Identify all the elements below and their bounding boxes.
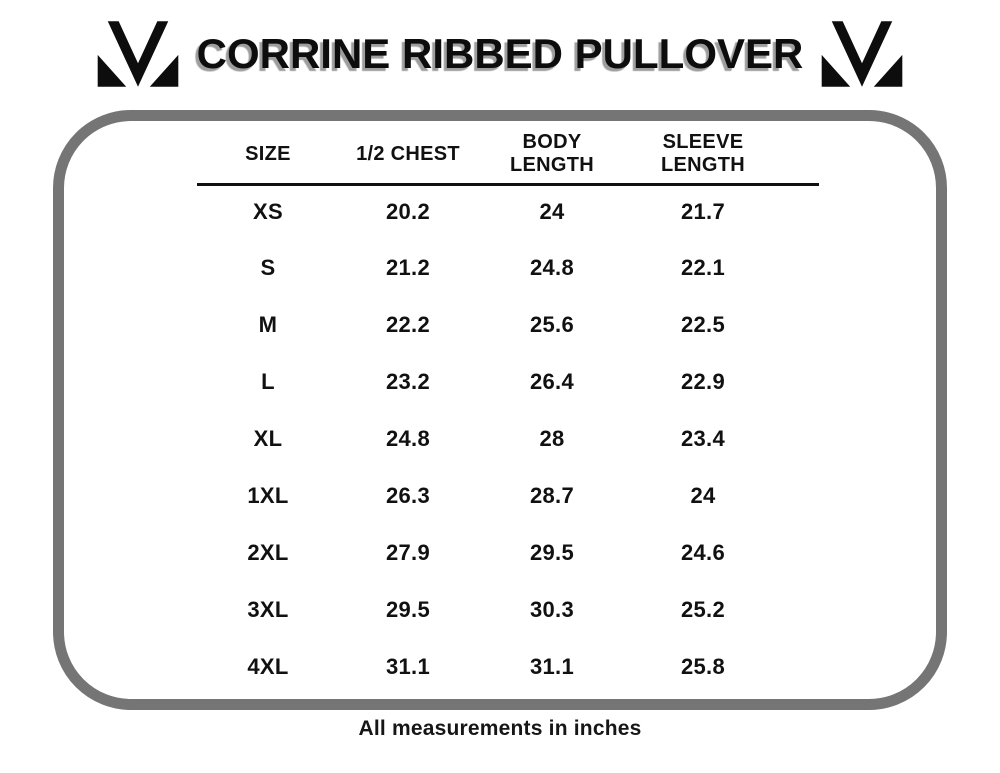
page-title: CORRINE RIBBED PULLOVER xyxy=(196,30,804,77)
table-row: XS 20.2 24 21.7 xyxy=(197,184,819,239)
measurement-cell: 22.5 xyxy=(680,311,726,337)
table-row: 4XL 31.1 31.1 25.8 xyxy=(197,638,819,695)
measurement-cell: 25.6 xyxy=(529,311,575,337)
measurement-cell: 31.1 xyxy=(529,653,575,679)
size-cell: 4XL xyxy=(247,653,289,679)
measurement-cell: 24 xyxy=(690,482,716,508)
column-header: SIZE xyxy=(197,126,339,186)
size-cell: 3XL xyxy=(247,596,289,622)
measurements-note: All measurements in inches xyxy=(358,717,642,740)
size-chart-frame xyxy=(53,110,947,710)
table-row: 3XL 29.5 30.3 25.2 xyxy=(197,581,819,638)
measurement-cell: 21.2 xyxy=(385,254,431,280)
size-cell: M xyxy=(258,311,278,337)
measurement-cell: 24.8 xyxy=(529,254,575,280)
table-row: 1XL 26.3 28.7 24 xyxy=(197,467,819,524)
measurement-cell: 24.8 xyxy=(385,425,431,451)
measurement-cell: 26.4 xyxy=(529,368,575,394)
column-header: BODY LENGTH xyxy=(477,126,627,186)
measurement-cell: 30.3 xyxy=(529,596,575,622)
brand-m-logo-right-icon xyxy=(820,21,904,87)
measurement-cell: 25.8 xyxy=(680,653,726,679)
size-cell: L xyxy=(261,368,275,394)
header: CORRINE RIBBED PULLOVER xyxy=(0,0,1000,108)
table-row: XL 24.8 28 23.4 xyxy=(197,410,819,467)
measurement-cell: 29.5 xyxy=(529,539,575,565)
table-row: L 23.2 26.4 22.9 xyxy=(197,353,819,410)
measurement-cell: 31.1 xyxy=(385,653,431,679)
measurement-cell: 23.4 xyxy=(680,425,726,451)
measurement-cell: 24 xyxy=(539,199,565,225)
size-table: SIZE 1/2 CHEST BODY LENGTH SLEEVE LENGTH XS… xyxy=(197,126,819,695)
brand-m-logo-left-icon xyxy=(96,21,180,87)
column-header: SLEEVE LENGTH xyxy=(627,126,819,186)
table-row: S 21.2 24.8 22.1 xyxy=(197,239,819,296)
measurement-cell: 25.2 xyxy=(680,596,726,622)
measurement-cell: 26.3 xyxy=(385,482,431,508)
measurement-cell: 22.2 xyxy=(385,311,431,337)
size-cell: XL xyxy=(253,425,283,451)
measurement-cell: 24.6 xyxy=(680,539,726,565)
measurement-cell: 21.7 xyxy=(680,199,726,225)
measurement-cell: 23.2 xyxy=(385,368,431,394)
measurement-cell: 28.7 xyxy=(529,482,575,508)
measurement-cell: 22.9 xyxy=(680,368,726,394)
size-cell: 1XL xyxy=(247,482,289,508)
table-header-row: SIZE 1/2 CHEST BODY LENGTH SLEEVE LENGTH xyxy=(197,126,819,186)
size-cell: S xyxy=(260,254,276,280)
measurement-cell: 22.1 xyxy=(680,254,726,280)
measurement-cell: 20.2 xyxy=(385,199,431,225)
size-cell: 2XL xyxy=(247,539,289,565)
measurement-cell: 28 xyxy=(539,425,565,451)
table-row: M 22.2 25.6 22.5 xyxy=(197,296,819,353)
size-cell: XS xyxy=(253,199,283,225)
column-header: 1/2 CHEST xyxy=(339,126,477,186)
table-row: 2XL 27.9 29.5 24.6 xyxy=(197,524,819,581)
measurement-cell: 27.9 xyxy=(385,539,431,565)
measurement-cell: 29.5 xyxy=(385,596,431,622)
